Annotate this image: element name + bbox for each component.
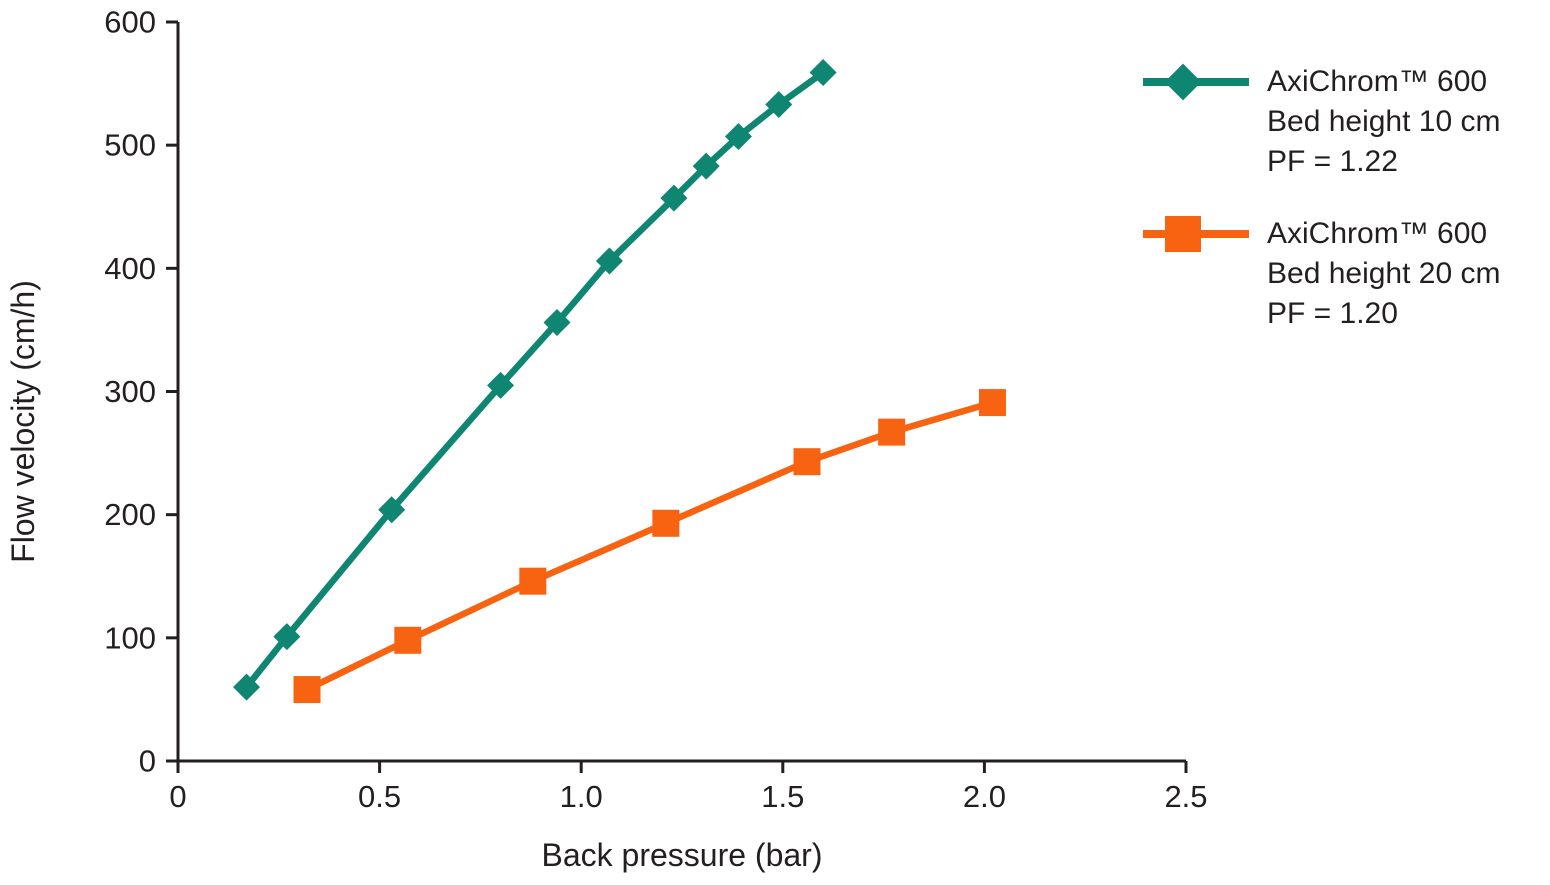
x-axis-tick-label: 1.0 xyxy=(560,779,603,814)
data-point-diamond xyxy=(809,58,837,86)
legend-label-bed-height-20: AxiChrom™ 600 Bed height 20 cm PF = 1.20 xyxy=(1267,214,1500,334)
data-point-diamond xyxy=(692,152,720,180)
data-point-diamond xyxy=(765,91,793,119)
y-axis-tick-label: 200 xyxy=(104,497,156,532)
legend-label-bed-height-10: AxiChrom™ 600 Bed height 10 cm PF = 1.22 xyxy=(1267,62,1500,182)
x-axis-tick-label: 0.5 xyxy=(358,779,401,814)
data-point-diamond xyxy=(487,371,515,399)
data-point-diamond xyxy=(724,123,752,151)
legend-series-bed-height: Bed height 20 cm xyxy=(1267,257,1501,290)
diamond-icon xyxy=(1164,63,1202,101)
data-point-diamond xyxy=(595,247,623,275)
y-axis-tick-label: 300 xyxy=(104,374,156,409)
x-axis-title: Back pressure (bar) xyxy=(542,837,823,873)
legend-series-pf: PF = 1.20 xyxy=(1267,297,1398,330)
data-point-square xyxy=(793,448,821,476)
x-axis-tick-label: 1.5 xyxy=(761,779,804,814)
x-axis-tick-label: 2.5 xyxy=(1164,779,1207,814)
y-axis-tick-label: 100 xyxy=(104,620,156,655)
legend-series-bed-height: Bed height 10 cm xyxy=(1267,105,1501,138)
data-point-diamond xyxy=(543,309,571,337)
legend-series-pf: PF = 1.22 xyxy=(1267,145,1398,178)
axis-spines xyxy=(176,22,1186,763)
data-point-square xyxy=(293,676,321,704)
y-axis-tick-label: 600 xyxy=(104,5,156,40)
legend-series-name: AxiChrom™ 600 xyxy=(1267,65,1488,98)
square-series-marker-icon xyxy=(1143,214,1249,254)
data-point-square xyxy=(978,389,1006,417)
series-line-0 xyxy=(243,69,827,691)
data-point-square xyxy=(394,626,422,654)
x-axis-tick-label: 0 xyxy=(169,779,186,814)
y-axis-tick-label: 0 xyxy=(139,744,156,779)
square-icon xyxy=(1165,216,1201,252)
y-axis-tick-label: 400 xyxy=(104,251,156,286)
data-point-square xyxy=(878,418,906,446)
legend-series-name: AxiChrom™ 600 xyxy=(1267,217,1488,250)
diamond-series-marker-icon xyxy=(1143,62,1249,102)
x-axis-tick-label: 2.0 xyxy=(963,779,1006,814)
data-point-diamond xyxy=(233,673,261,701)
data-point-diamond xyxy=(378,496,406,524)
data-point-diamond xyxy=(660,184,688,212)
data-point-square xyxy=(652,509,680,537)
legend: AxiChrom™ 600 Bed height 10 cm PF = 1.22… xyxy=(1143,62,1500,366)
legend-entry-bed-height-20: AxiChrom™ 600 Bed height 20 cm PF = 1.20 xyxy=(1143,214,1500,334)
data-point-square xyxy=(519,567,547,595)
y-axis-tick-label: 500 xyxy=(104,128,156,163)
data-point-diamond xyxy=(273,623,301,651)
legend-entry-bed-height-10: AxiChrom™ 600 Bed height 10 cm PF = 1.22 xyxy=(1143,62,1500,182)
y-axis-title: Flow velocity (cm/h) xyxy=(5,280,41,563)
